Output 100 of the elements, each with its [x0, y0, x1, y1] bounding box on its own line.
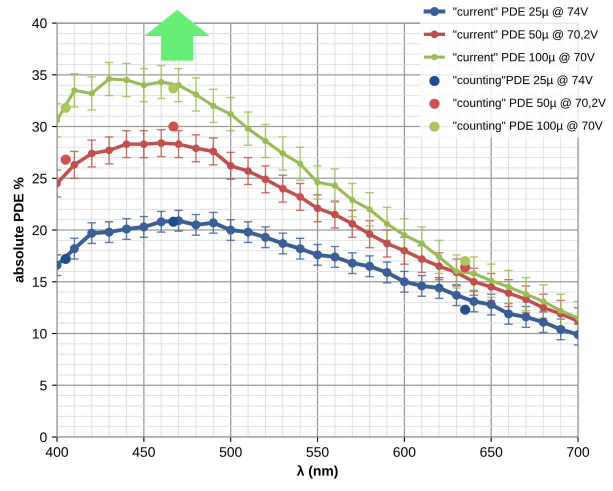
point — [452, 290, 461, 300]
point — [522, 291, 530, 298]
point — [504, 309, 514, 318]
point — [280, 150, 286, 157]
point — [488, 278, 494, 284]
point — [436, 254, 442, 260]
point — [314, 179, 321, 186]
point — [486, 300, 496, 310]
y-tick-label: 5 — [40, 380, 47, 390]
point — [348, 220, 356, 228]
point — [383, 240, 391, 248]
point — [244, 167, 252, 175]
point — [366, 230, 374, 238]
point — [226, 226, 236, 235]
point — [60, 154, 71, 165]
point — [558, 308, 564, 314]
point — [140, 140, 148, 148]
point — [70, 244, 79, 254]
x-tick-label: 500 — [220, 447, 242, 457]
point — [228, 111, 234, 118]
point — [71, 87, 78, 94]
point — [314, 204, 322, 212]
x-tick-label: 600 — [393, 447, 416, 457]
point — [470, 270, 477, 277]
point — [244, 126, 252, 132]
point — [140, 82, 147, 88]
y-tick-label: 30 — [32, 122, 47, 132]
point — [88, 90, 95, 97]
point — [106, 76, 112, 82]
x-axis-title: λ (nm) — [296, 465, 338, 479]
point — [122, 224, 131, 234]
point — [538, 318, 548, 327]
x-tick-label: 400 — [46, 447, 68, 457]
y-tick-label: 15 — [32, 277, 47, 287]
x-tick-label: 650 — [480, 447, 502, 457]
point — [139, 222, 148, 232]
point — [460, 256, 470, 266]
point — [435, 262, 443, 270]
y-tick-label: 35 — [32, 70, 47, 80]
x-tick-label: 700 — [567, 447, 590, 457]
point — [470, 278, 478, 286]
point — [400, 277, 409, 286]
point — [297, 160, 304, 167]
point — [210, 102, 216, 109]
point — [157, 139, 166, 147]
point — [382, 268, 392, 277]
point — [60, 102, 71, 114]
x-tick-label: 550 — [306, 447, 329, 457]
point — [191, 220, 200, 230]
point — [278, 184, 287, 192]
point — [174, 140, 182, 148]
point — [87, 228, 96, 238]
point — [365, 262, 374, 271]
y-tick-label: 0 — [40, 432, 47, 442]
point — [262, 176, 270, 184]
point — [168, 83, 178, 94]
legend-label: "counting" PDE 100µ @ 70V — [453, 121, 603, 132]
point — [504, 289, 512, 297]
point — [418, 240, 425, 247]
point — [104, 228, 114, 237]
point — [418, 255, 426, 263]
point — [278, 238, 288, 248]
point — [313, 250, 322, 260]
point — [469, 296, 478, 306]
point — [296, 244, 305, 254]
point — [540, 304, 548, 312]
point — [168, 121, 178, 132]
point — [348, 258, 357, 268]
point — [400, 246, 408, 255]
point — [384, 220, 390, 227]
point — [505, 284, 512, 290]
point — [60, 254, 71, 264]
point — [262, 138, 269, 144]
point — [192, 91, 200, 98]
point — [260, 232, 270, 242]
point — [158, 78, 164, 86]
y-tick-label: 20 — [32, 225, 47, 236]
point — [123, 76, 130, 84]
point — [192, 144, 200, 152]
point — [168, 216, 178, 227]
point — [244, 228, 253, 237]
legend-label: "counting"PDE 25µ @ 74V — [453, 76, 593, 87]
legend-label: "current" PDE 25µ @ 74V — [453, 7, 588, 18]
point — [88, 150, 96, 158]
point — [366, 206, 373, 212]
point — [296, 193, 304, 201]
legend-label: "counting" PDE 50µ @ 70,2V — [453, 98, 606, 110]
y-tick-label: 10 — [32, 328, 47, 339]
point — [332, 182, 338, 189]
point — [521, 312, 530, 322]
point — [556, 324, 566, 334]
point — [210, 148, 218, 156]
point — [460, 304, 470, 315]
point — [122, 140, 130, 148]
point — [330, 252, 340, 262]
legend-label: "current" PDE 50µ @ 70,2V — [453, 30, 598, 41]
point — [434, 283, 444, 292]
point — [208, 218, 218, 228]
point — [540, 298, 546, 305]
point — [156, 217, 166, 226]
